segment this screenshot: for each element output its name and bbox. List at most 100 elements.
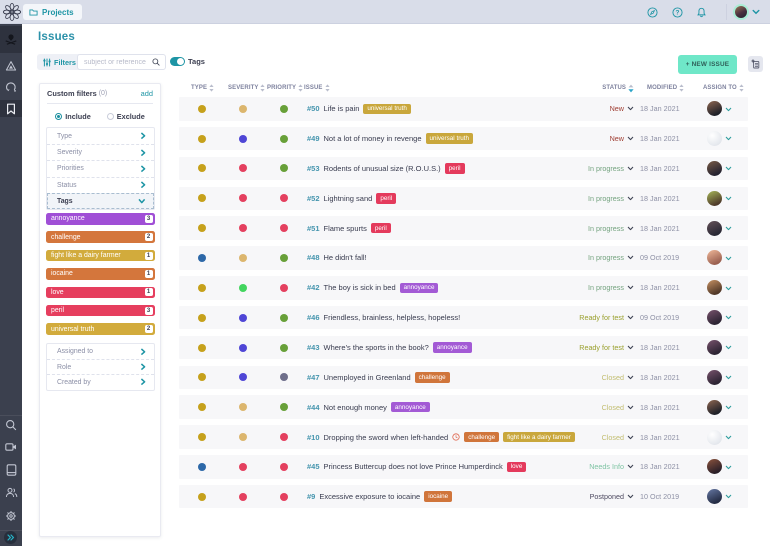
issue-ref[interactable]: #42: [307, 283, 320, 293]
sidebar-item-search[interactable]: [0, 419, 22, 431]
status-value[interactable]: New: [609, 104, 624, 114]
issue-subject[interactable]: Life is pain: [323, 104, 360, 114]
issue-subject[interactable]: Not enough money: [323, 402, 387, 412]
issue-ref[interactable]: #51: [307, 223, 320, 233]
user-avatar[interactable]: [733, 4, 749, 20]
assignee-avatar[interactable]: [707, 160, 722, 176]
sidebar-item-wiki[interactable]: [0, 464, 22, 476]
filter-tag-love[interactable]: love 1: [46, 286, 155, 299]
assignee-chevron-down-icon[interactable]: [725, 196, 732, 201]
issue-subject[interactable]: Unemployed in Greenland: [323, 372, 411, 382]
filter-tag-universal-truth[interactable]: universal truth 2: [46, 323, 155, 335]
issue-ref[interactable]: #53: [307, 163, 320, 173]
assignee-chevron-down-icon[interactable]: [725, 166, 732, 171]
assignee-avatar[interactable]: [707, 369, 722, 385]
issue-subject[interactable]: Excessive exposure to iocaine: [319, 492, 421, 502]
filter-category-tags[interactable]: Tags: [47, 192, 154, 209]
assignee-chevron-down-icon[interactable]: [725, 256, 732, 261]
new-issue-button[interactable]: + NEW ISSUE: [678, 55, 737, 74]
issue-subject[interactable]: Not a lot of money in revenge: [323, 134, 422, 144]
column-header-status[interactable]: STATUS: [602, 80, 634, 96]
sidebar-item-issues[interactable]: [0, 100, 22, 117]
assignee-avatar[interactable]: [707, 220, 722, 236]
assignee-avatar-unassigned[interactable]: [707, 429, 722, 445]
issue-ref[interactable]: #47: [307, 372, 320, 382]
assignee-avatar[interactable]: [707, 190, 722, 206]
assignee-chevron-down-icon[interactable]: [725, 226, 732, 231]
user-menu-chevron-down-icon[interactable]: [752, 9, 760, 15]
help-icon[interactable]: ?: [670, 5, 684, 19]
issue-subject[interactable]: Rodents of unusual size (R.O.U.S.): [323, 163, 441, 173]
status-chevron-down-icon[interactable]: [627, 345, 634, 350]
filter-tag-iocaine[interactable]: iocaine 1: [46, 268, 155, 280]
status-chevron-down-icon[interactable]: [627, 375, 634, 380]
issue-ref[interactable]: #48: [307, 253, 320, 263]
status-value[interactable]: Ready for test: [579, 343, 624, 352]
include-radio[interactable]: [55, 113, 63, 120]
tags-toggle[interactable]: [170, 57, 185, 66]
issue-ref[interactable]: #43: [307, 343, 320, 352]
column-header-assign-to[interactable]: ASSIGN TO: [703, 80, 744, 96]
assignee-avatar[interactable]: [707, 399, 722, 415]
issue-ref[interactable]: #49: [307, 134, 320, 144]
status-value[interactable]: Postponed: [589, 492, 624, 502]
status-value[interactable]: In progress: [588, 283, 624, 293]
compass-icon[interactable]: [645, 5, 659, 19]
status-value[interactable]: In progress: [588, 163, 624, 173]
issue-subject[interactable]: The boy is sick in bed: [323, 283, 396, 293]
filter-category-status[interactable]: Status: [47, 176, 154, 193]
column-header-type[interactable]: TYPE: [191, 80, 214, 96]
issue-row[interactable]: #49 Not a lot of money in revenge universa…: [179, 126, 748, 151]
issue-subject[interactable]: Friendless, brainless, helpless, hopeles…: [323, 313, 461, 323]
assignee-chevron-down-icon[interactable]: [725, 107, 732, 112]
status-chevron-down-icon[interactable]: [627, 435, 634, 440]
status-chevron-down-icon[interactable]: [627, 494, 634, 499]
issue-subject[interactable]: Lightning sand: [323, 193, 373, 203]
issue-ref[interactable]: #52: [307, 193, 320, 203]
assignee-chevron-down-icon[interactable]: [725, 136, 732, 141]
assignee-avatar[interactable]: [707, 489, 722, 505]
status-chevron-down-icon[interactable]: [627, 464, 634, 469]
status-value[interactable]: Ready for test: [579, 313, 624, 323]
filter-tag-annoyance[interactable]: annoyance 3: [46, 213, 155, 225]
sidebar-item-epics[interactable]: [0, 60, 22, 72]
status-value[interactable]: In progress: [588, 193, 624, 203]
status-chevron-down-icon[interactable]: [627, 166, 634, 171]
taiga-logo-icon[interactable]: [2, 2, 22, 22]
issue-row[interactable]: #45 Princess Buttercup does not love Prin…: [179, 455, 748, 479]
issue-row[interactable]: #46 Friendless, brainless, helpless, hope…: [179, 305, 748, 330]
filter-tag-challenge[interactable]: challenge 2: [46, 231, 155, 243]
sidebar-item-meet-up[interactable]: [0, 442, 22, 452]
status-chevron-down-icon[interactable]: [627, 405, 634, 410]
status-value[interactable]: In progress: [588, 223, 624, 233]
issue-row[interactable]: #53 Rodents of unusual size (R.O.U.S.) per…: [179, 156, 748, 181]
issue-row[interactable]: #50 Life is pain universal truth New 18 Jan …: [179, 97, 748, 121]
status-chevron-down-icon[interactable]: [627, 136, 634, 141]
issue-ref[interactable]: #46: [307, 313, 320, 323]
bulk-add-issues-button[interactable]: [748, 56, 763, 72]
assignee-chevron-down-icon[interactable]: [725, 465, 732, 470]
exclude-radio-group[interactable]: Exclude: [106, 112, 145, 121]
filters-button[interactable]: Filters: [37, 54, 82, 70]
issue-subject[interactable]: Dropping the sword when left-handed: [323, 432, 449, 442]
column-header-modified[interactable]: MODIFIED: [647, 80, 684, 96]
assignee-avatar[interactable]: [707, 340, 722, 355]
exclude-radio[interactable]: [106, 113, 114, 120]
column-header-issue[interactable]: ISSUE: [304, 80, 330, 96]
issue-row[interactable]: #10 Dropping the sword when left-handed ch…: [179, 425, 748, 449]
assignee-chevron-down-icon[interactable]: [725, 405, 732, 410]
status-chevron-down-icon[interactable]: [627, 196, 634, 201]
breadcrumb[interactable]: Projects: [23, 4, 82, 20]
sidebar-item-scrum[interactable]: [0, 81, 22, 93]
search-magnifier-icon[interactable]: [152, 58, 160, 66]
assignee-chevron-down-icon[interactable]: [725, 435, 732, 440]
assignee-chevron-down-icon[interactable]: [725, 345, 732, 350]
status-value[interactable]: Closed: [601, 432, 624, 442]
issue-subject[interactable]: Princess Buttercup does not love Prince …: [323, 462, 503, 472]
assignee-chevron-down-icon[interactable]: [725, 375, 732, 380]
issue-row[interactable]: #9 Excessive exposure to iocaine iocaine Po…: [179, 484, 748, 509]
filter-tag-peril[interactable]: peril 3: [46, 304, 155, 317]
status-chevron-down-icon[interactable]: [627, 226, 634, 231]
filter-category-created-by[interactable]: Created by: [47, 374, 154, 389]
issue-subject[interactable]: Flame spurts: [323, 223, 367, 233]
